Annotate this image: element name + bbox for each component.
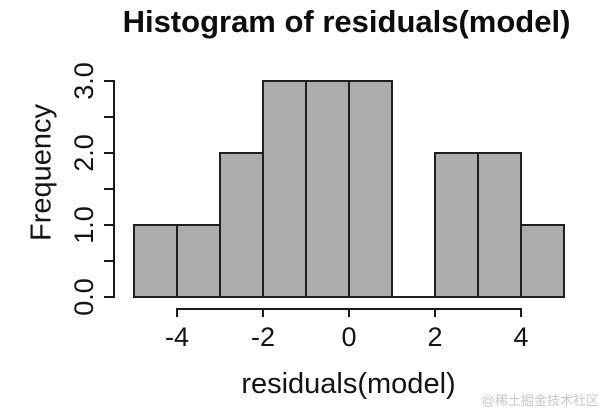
histogram-bar: [219, 152, 264, 298]
x-tick-label: 4: [513, 322, 529, 352]
y-axis-label: Frequency: [25, 104, 58, 242]
y-axis-tick: [104, 224, 113, 226]
x-axis-tick: [176, 308, 178, 317]
y-tick-label: 0.0: [69, 278, 99, 316]
x-axis-tick: [520, 308, 522, 317]
x-axis-label: residuals(model): [241, 368, 456, 400]
y-tick-label: 2.0: [69, 134, 99, 172]
histogram-bar: [305, 80, 350, 298]
chart-title: Histogram of residuals(model): [122, 4, 571, 39]
histogram-bar: [477, 152, 522, 298]
x-tick-label: 0: [341, 322, 357, 352]
x-axis-tick: [434, 308, 436, 317]
histogram-bar: [262, 80, 307, 298]
histogram-bar: [176, 224, 221, 298]
x-tick-label: 2: [427, 322, 443, 352]
x-tick-label: -4: [164, 322, 189, 352]
y-axis-tick: [104, 296, 113, 298]
watermark: @稀土掘金技术社区: [481, 393, 599, 408]
y-axis-tick: [104, 188, 113, 190]
y-tick-label: 3.0: [69, 62, 99, 100]
zero-count-baseline: [391, 296, 436, 298]
y-axis-tick: [104, 152, 113, 154]
y-axis-tick: [104, 80, 113, 82]
y-axis-tick: [104, 116, 113, 118]
x-tick-label: -2: [250, 322, 275, 352]
histogram-bar: [520, 224, 565, 298]
y-axis-line: [113, 80, 115, 298]
x-axis-tick: [262, 308, 264, 317]
histogram-bar: [348, 80, 393, 298]
x-axis-tick: [348, 308, 350, 317]
y-axis-tick: [104, 260, 113, 262]
histogram-bar: [133, 224, 178, 298]
y-tick-label: 1.0: [69, 206, 99, 244]
histogram-bar: [434, 152, 479, 298]
